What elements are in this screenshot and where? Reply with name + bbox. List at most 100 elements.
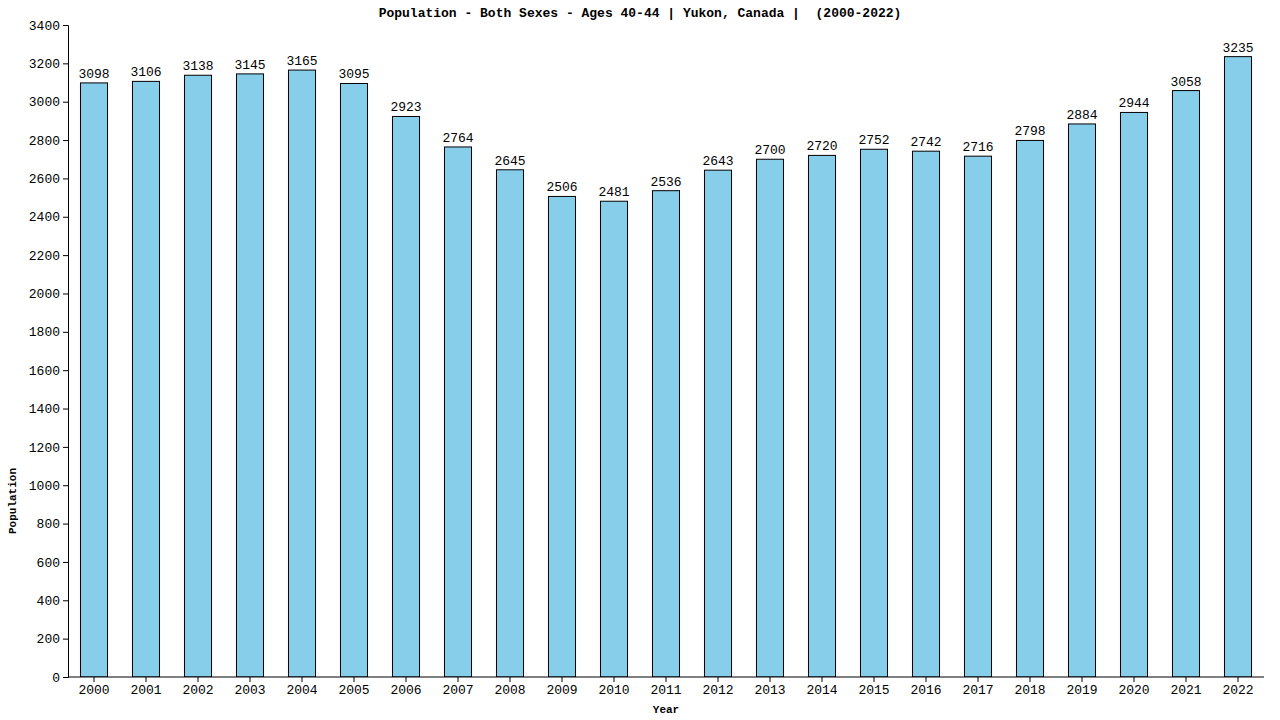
- x-tick: 2007: [442, 677, 473, 698]
- y-tick-label: 400: [37, 594, 60, 609]
- x-tick-label: 2014: [806, 683, 837, 698]
- y-tick: 1600: [29, 364, 68, 379]
- data-label: 3165: [286, 54, 317, 69]
- y-tick: 2200: [29, 249, 68, 264]
- data-label: 2645: [494, 154, 525, 169]
- bar: [860, 149, 887, 677]
- x-tick-mark: [718, 677, 719, 682]
- y-axis-line: [63, 26, 69, 678]
- y-tick: 600: [37, 556, 68, 571]
- title: Population - Both Sexes - Ages 40-44 | Y…: [379, 6, 902, 21]
- y-tick-label: 800: [37, 517, 60, 532]
- data-label: 2944: [1118, 96, 1149, 111]
- bar: [80, 83, 107, 677]
- x-tick-label: 2003: [234, 683, 265, 698]
- y-tick: 3200: [29, 57, 68, 72]
- data-label: 3138: [182, 59, 213, 74]
- bar: [496, 170, 523, 677]
- y-tick: 800: [37, 517, 68, 532]
- y-tick: 2400: [29, 210, 68, 225]
- x-tick: 2008: [494, 677, 525, 698]
- y-axis: 0200400600800100012001400160018002000220…: [29, 19, 69, 686]
- x-tick: 2010: [598, 677, 629, 698]
- y-tick-label: 200: [37, 632, 60, 647]
- x-tick-mark: [250, 677, 251, 682]
- y-tick: 200: [37, 632, 68, 647]
- x-tick-mark: [666, 677, 667, 682]
- x-tick-label: 2022: [1222, 683, 1253, 698]
- bar: [756, 159, 783, 677]
- data-label: 2643: [702, 154, 733, 169]
- bars: [80, 57, 1251, 677]
- x-tick-mark: [510, 677, 511, 682]
- y-tick-mark: [63, 140, 68, 141]
- x-tick-label: 2019: [1066, 683, 1097, 698]
- data-label: 2716: [962, 140, 993, 155]
- x-tick-mark: [926, 677, 927, 682]
- x-tick-label: 2000: [78, 683, 109, 698]
- x-tick: 2022: [1222, 677, 1253, 698]
- data-label: 2481: [598, 185, 629, 200]
- bar: [912, 151, 939, 677]
- x-tick: 2001: [130, 677, 161, 698]
- y-tick-mark: [63, 677, 68, 678]
- x-tick-mark: [406, 677, 407, 682]
- bar: [340, 83, 367, 677]
- x-tick-label: 2005: [338, 683, 369, 698]
- y-tick-label: 2600: [29, 172, 60, 187]
- x-tick: 2004: [286, 677, 317, 698]
- y-tick-mark: [63, 63, 68, 64]
- x-tick-label: 2015: [858, 683, 889, 698]
- chart: 0200400600800100012001400160018002000220…: [0, 0, 1280, 720]
- data-label: 2506: [546, 180, 577, 195]
- data-label: 2923: [390, 100, 421, 115]
- data-label: 3106: [130, 65, 161, 80]
- data-label: 2700: [754, 143, 785, 158]
- x-tick: 2005: [338, 677, 369, 698]
- x-tick-mark: [146, 677, 147, 682]
- bar: [1068, 124, 1095, 677]
- x-tick-mark: [1238, 677, 1239, 682]
- x-tick-mark: [198, 677, 199, 682]
- data-label: 3058: [1170, 75, 1201, 90]
- y-tick: 3400: [29, 19, 68, 34]
- x-tick-label: 2011: [650, 683, 681, 698]
- y-tick-mark: [63, 217, 68, 218]
- x-tick: 2016: [910, 677, 941, 698]
- x-tick-mark: [1030, 677, 1031, 682]
- x-tick-label: 2007: [442, 683, 473, 698]
- data-label: 3145: [234, 58, 265, 73]
- x-tick-label: 2009: [546, 683, 577, 698]
- x-tick: 2021: [1170, 677, 1201, 698]
- bar: [236, 74, 263, 677]
- data-label: 2720: [806, 139, 837, 154]
- data-label: 2752: [858, 133, 889, 148]
- y-tick: 1400: [29, 402, 68, 417]
- x-axis: 2000200120022003200420052006200720082009…: [68, 677, 1264, 698]
- x-tick: 2003: [234, 677, 265, 698]
- x-tick-mark: [614, 677, 615, 682]
- y-tick-label: 1000: [29, 479, 60, 494]
- y-tick-label: 3400: [29, 19, 60, 34]
- data-label: 2536: [650, 175, 681, 190]
- x-tick-label: 2016: [910, 683, 941, 698]
- x-tick: 2012: [702, 677, 733, 698]
- y-tick-label: 2400: [29, 210, 60, 225]
- y-tick: 3000: [29, 95, 68, 110]
- x-tick-mark: [562, 677, 563, 682]
- y-tick-mark: [63, 178, 68, 179]
- bar: [652, 191, 679, 677]
- y-tick-mark: [63, 409, 68, 410]
- y-tick: 2800: [29, 134, 68, 149]
- bar: [132, 81, 159, 677]
- bar: [1172, 91, 1199, 677]
- y-tick-label: 600: [37, 556, 60, 571]
- data-label: 2884: [1066, 108, 1097, 123]
- x-tick-mark: [1082, 677, 1083, 682]
- data-label: 3098: [78, 67, 109, 82]
- y-tick-label: 1200: [29, 441, 60, 456]
- y-tick-label: 2000: [29, 287, 60, 302]
- y-tick-label: 1400: [29, 402, 60, 417]
- y-axis-title: Population: [7, 468, 19, 534]
- data-label: 3235: [1222, 41, 1253, 56]
